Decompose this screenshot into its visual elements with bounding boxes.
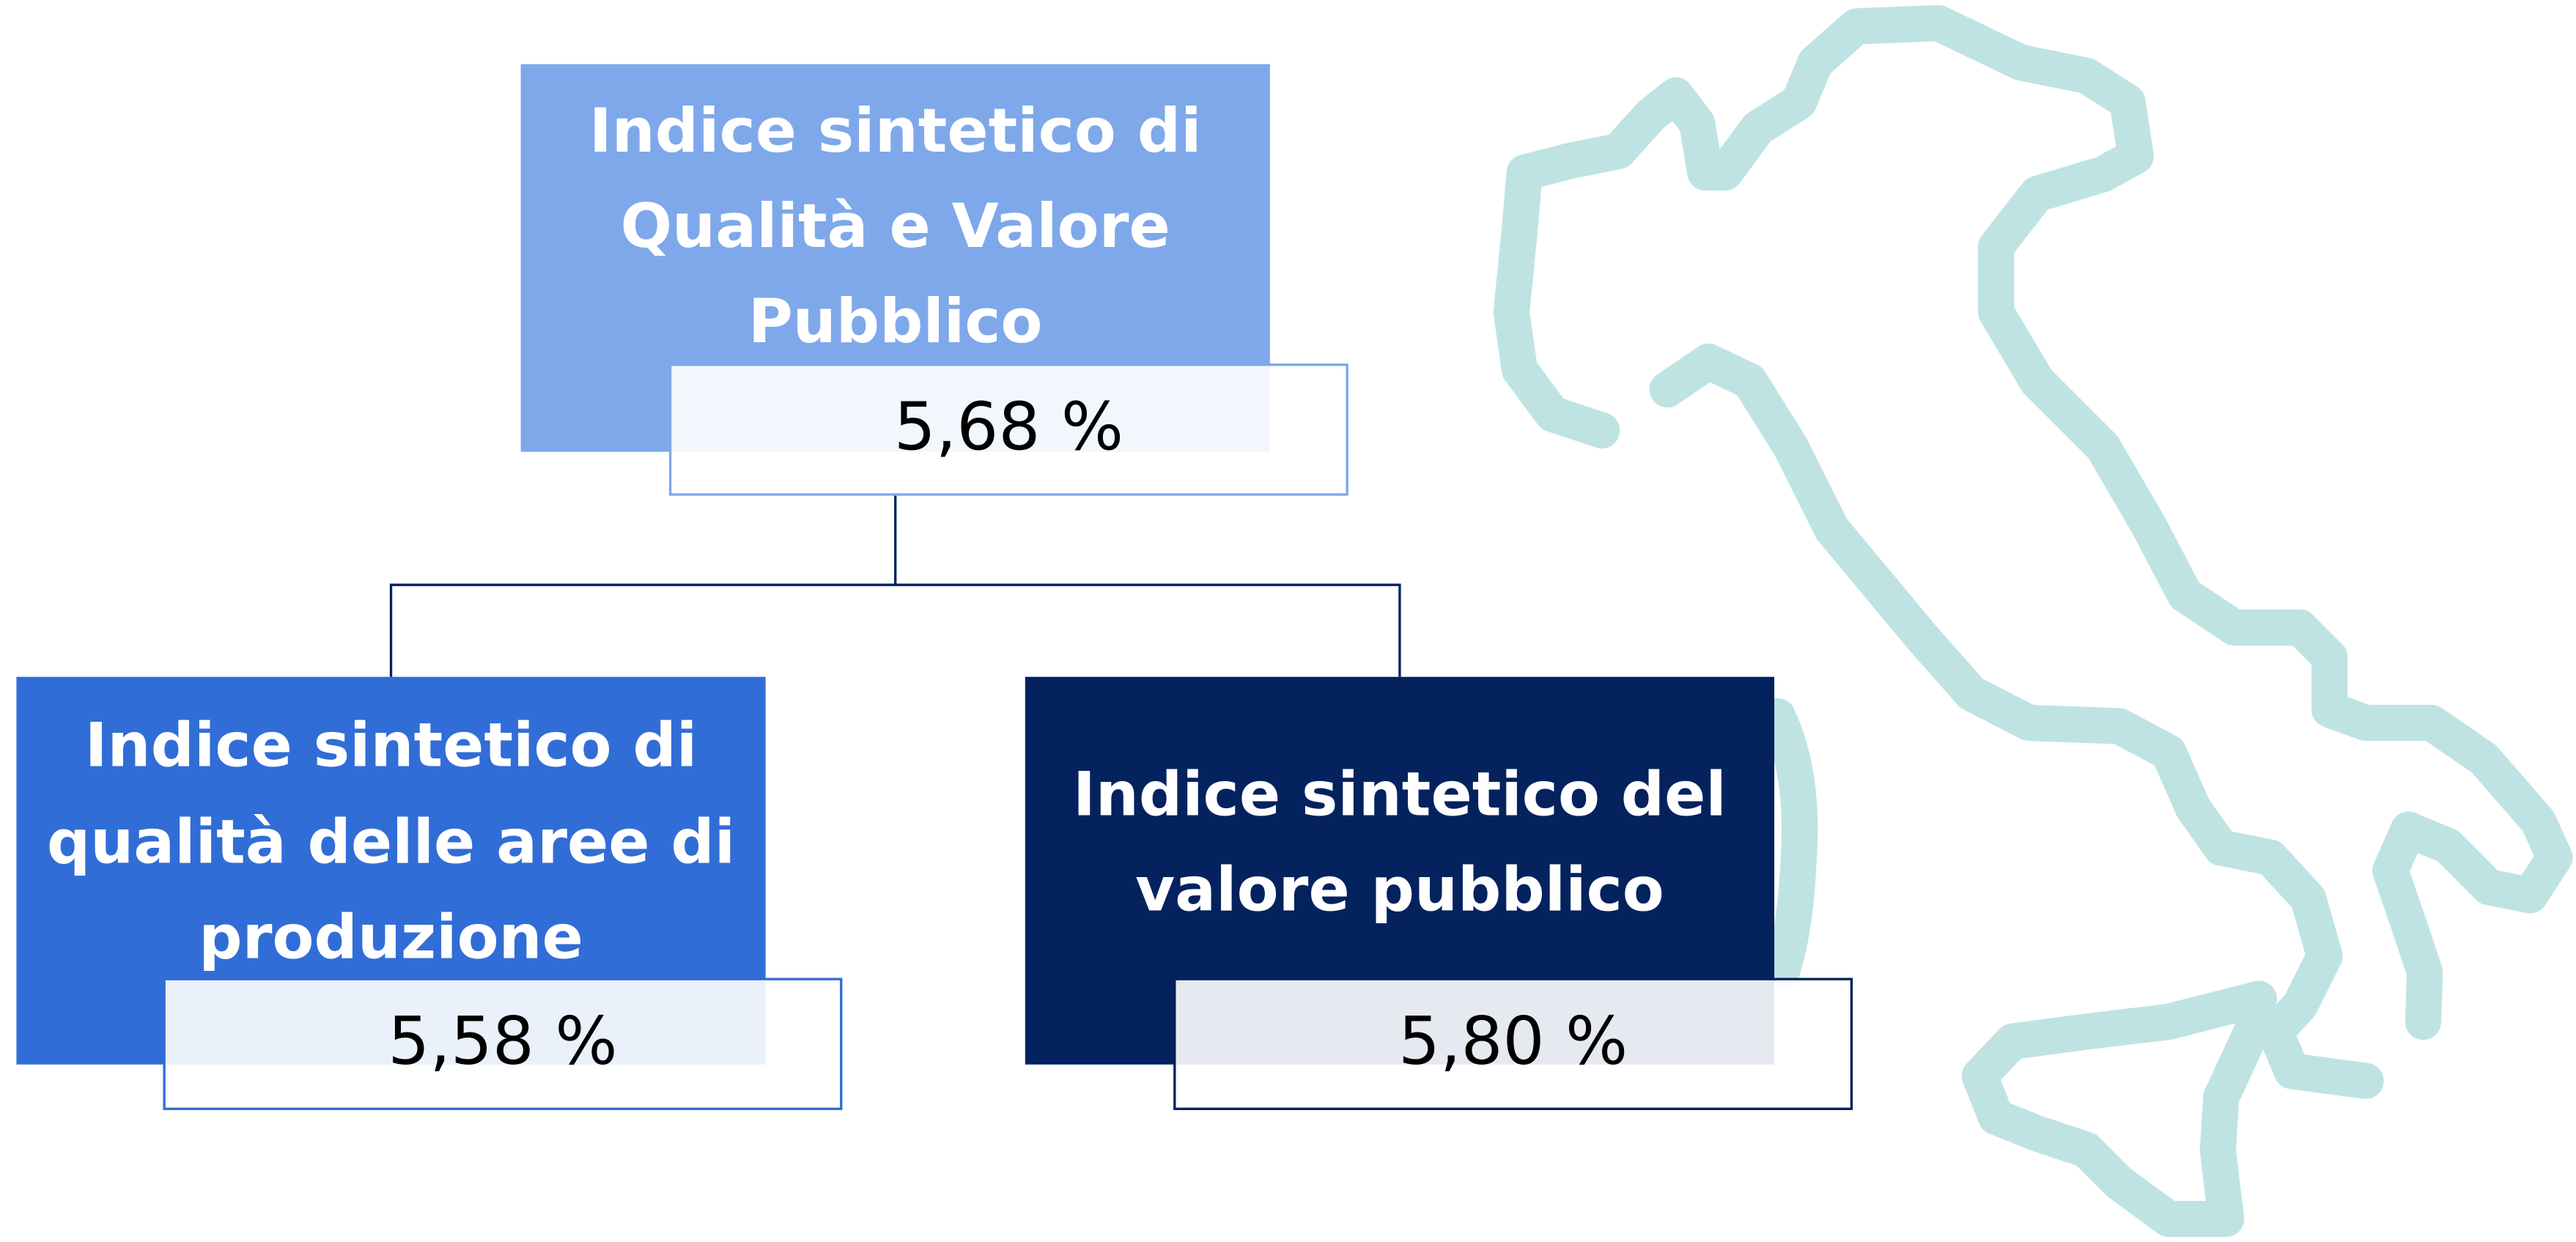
node-label: Indice sintetico di	[589, 95, 1202, 166]
node-value: 5,68 %	[894, 389, 1123, 465]
italy-south	[1649, 343, 2384, 1099]
node: Indice sintetico di qualità delle aree di…	[16, 676, 843, 1110]
node-label: Indice sintetico del	[1073, 759, 1727, 830]
node-label: Pubblico	[748, 286, 1043, 357]
node-label: produzione	[199, 902, 583, 973]
node-value: 5,80 %	[1398, 1003, 1628, 1079]
node-label: Qualità e Valore	[621, 191, 1170, 262]
node-value: 5,58 %	[388, 1003, 617, 1079]
node-label: valore pubblico	[1135, 854, 1664, 925]
node-label: qualità delle aree di	[47, 807, 735, 878]
italy-north	[1493, 4, 2573, 1040]
node: Indice sintetico del valore pubblico 5,80 …	[1025, 676, 1853, 1110]
connector	[389, 583, 1401, 677]
node-label: Indice sintetico di	[85, 709, 698, 780]
italy-outline	[1493, 4, 2573, 1238]
italy-foot	[1961, 980, 2278, 1238]
value-box	[1173, 977, 1853, 1110]
value-box	[163, 977, 843, 1110]
nodes: Indice sintetico di Qualità e Valore Pubbl…	[16, 64, 1853, 1110]
node: Indice sintetico di Qualità e Valore Pubbl…	[520, 64, 1348, 496]
connectors	[389, 492, 1401, 677]
value-box	[668, 363, 1348, 496]
italy-coast	[1759, 698, 1818, 988]
